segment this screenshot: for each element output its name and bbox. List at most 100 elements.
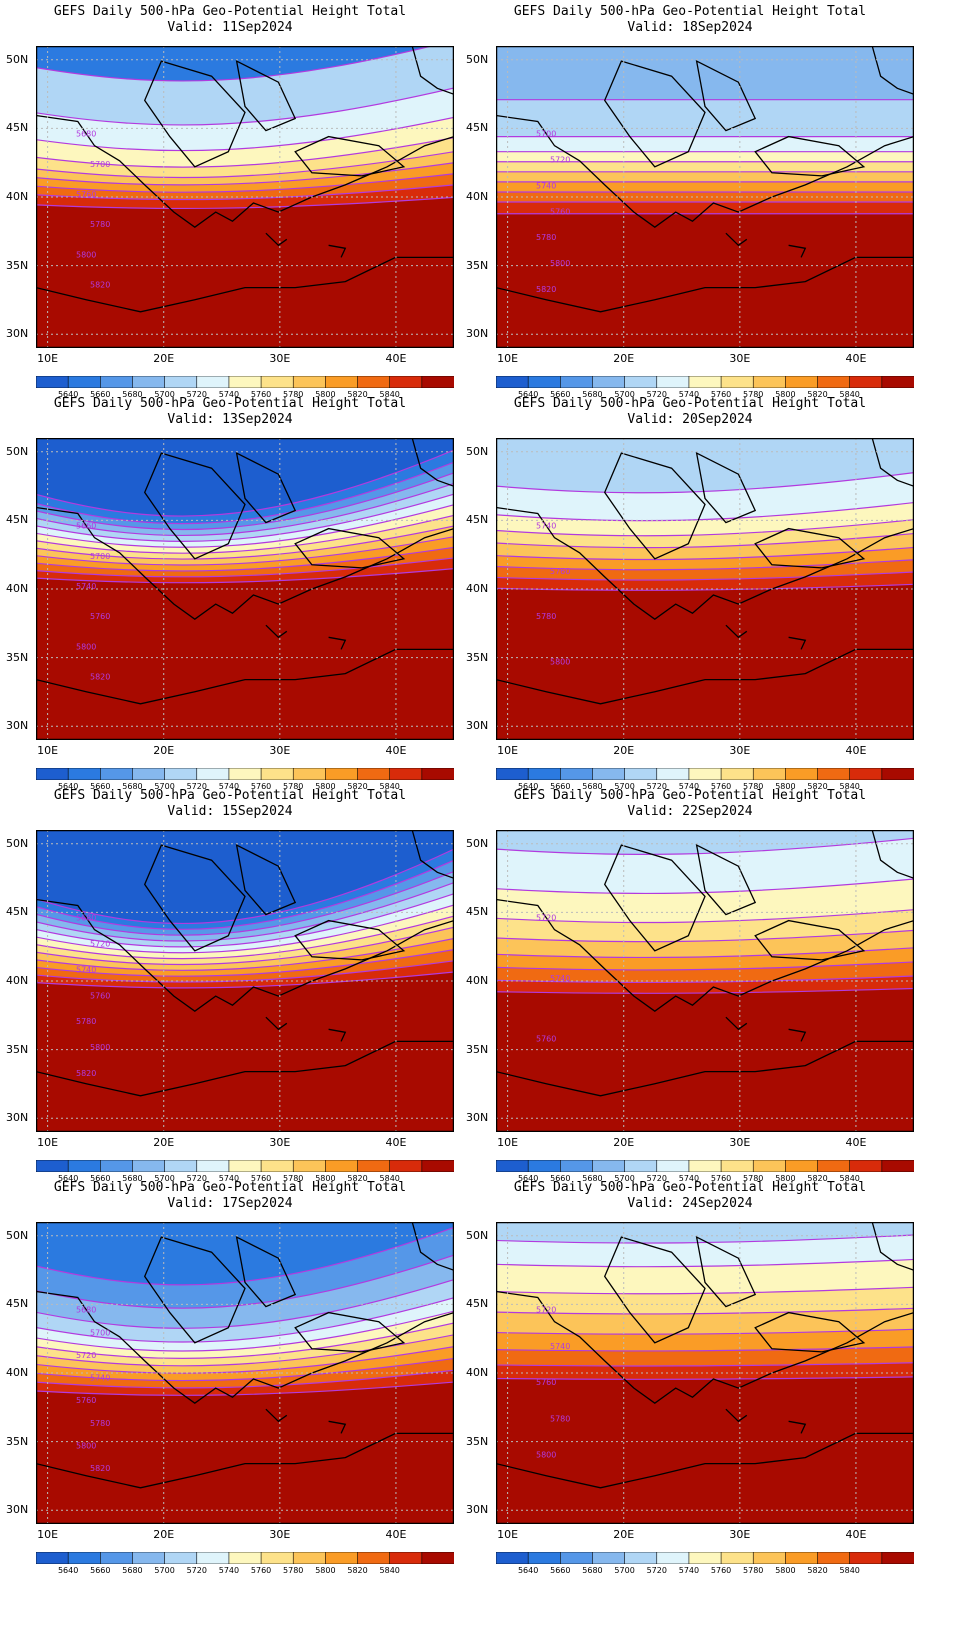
colorbar-swatch <box>752 1160 787 1172</box>
lat-tick-label: 30N <box>6 719 29 733</box>
colorbar-swatch <box>100 1552 134 1564</box>
map-panel: GEFS Daily 500-hPa Geo-Potential Height … <box>0 1176 460 1576</box>
lat-tick-label: 50N <box>6 444 29 458</box>
colorbar-swatch <box>228 1160 262 1172</box>
coastline <box>411 46 454 95</box>
contour-line <box>36 525 454 560</box>
colorbar-swatch <box>496 768 529 780</box>
lat-tick-label: 40N <box>6 1366 29 1379</box>
colorbar-swatch <box>67 1160 102 1172</box>
colorbar-labels: 5640 5660 5680 5700 5720 5740 5760 5780 5800 5820… <box>36 1174 454 1184</box>
coastline <box>871 1222 914 1271</box>
coastline <box>788 244 807 258</box>
coastline <box>36 256 454 313</box>
lon-tick-label: 10E <box>497 352 519 365</box>
contour-label: 5680 <box>76 1306 96 1315</box>
colorbar-swatch <box>785 376 819 388</box>
panel-valid-date: Valid: 17Sep2024 <box>167 1196 293 1211</box>
panel-valid-date: Valid: 24Sep2024 <box>627 1196 753 1211</box>
colorbar-label: 5760 <box>250 1566 272 1575</box>
contour-line <box>36 904 454 954</box>
panel-title: GEFS Daily 500-hPa Geo-Potential Height … <box>53 1180 407 1195</box>
contour-label: 5800 <box>536 1451 556 1460</box>
map-panel: GEFS Daily 500-hPa Geo-Potential Height … <box>0 392 460 792</box>
contour-label: 5700 <box>90 1328 110 1337</box>
contour-label: 5740 <box>76 582 96 591</box>
lon-tick-label: 30E <box>729 1528 751 1541</box>
contour-label: 5740 <box>536 181 556 190</box>
colorbar-swatch <box>292 1552 327 1564</box>
colorbar-label: 5640 <box>517 390 539 399</box>
height-band <box>496 1376 914 1524</box>
coastline <box>871 438 914 487</box>
panel-valid-date: Valid: 11Sep2024 <box>167 20 293 35</box>
lat-tick-label: 40N <box>466 1366 489 1379</box>
colorbar-swatch <box>292 1160 327 1172</box>
lat-tick-label: 40N <box>466 974 489 987</box>
colorbar-swatch <box>688 1552 722 1564</box>
contour-label: 5740 <box>536 522 556 531</box>
colorbar-label: 5740 <box>218 1566 240 1575</box>
colorbar-label: 5840 <box>839 1174 860 1183</box>
colorbar-swatch <box>228 376 262 388</box>
contour-line <box>36 196 454 210</box>
colorbar-swatch <box>100 768 134 780</box>
colorbar-label: 5720 <box>646 390 667 399</box>
contour-line <box>36 493 454 542</box>
colorbar-label: 5660 <box>550 390 571 399</box>
lat-tick-label: 45N <box>466 513 489 527</box>
coastline <box>496 1432 914 1489</box>
colorbar-label: 5720 <box>186 1174 207 1183</box>
map-frame <box>496 830 914 1132</box>
panel-title: GEFS Daily 500-hPa Geo-Potential Height … <box>53 4 407 19</box>
colorbar-labels: 5640 5660 5680 5700 5720 5740 5760 5780 5800 5820… <box>36 782 454 792</box>
colorbar-swatch <box>720 376 755 388</box>
contour-line <box>36 449 454 517</box>
lon-tick-label: 20E <box>153 744 175 757</box>
contour-line <box>496 909 914 924</box>
map-frame <box>36 46 454 348</box>
contour-label: 5780 <box>76 1017 96 1026</box>
colorbar-label: 5700 <box>154 782 175 791</box>
lat-tick-label: 35N <box>466 258 489 272</box>
coastline <box>871 46 914 95</box>
colorbar-swatch <box>325 1552 359 1564</box>
contour-line <box>36 87 454 126</box>
colorbar-label: 5820 <box>347 390 368 399</box>
lon-tick-label: 40E <box>385 1136 407 1149</box>
colorbar-swatch <box>67 1552 102 1564</box>
colorbar-swatch <box>849 1552 883 1564</box>
lon-tick-label: 30E <box>269 744 291 757</box>
colorbar-label: 5680 <box>122 782 143 791</box>
lat-tick-label: 50N <box>466 52 489 66</box>
colorbar-label: 5820 <box>807 1566 828 1575</box>
colorbar-swatch <box>656 768 690 780</box>
contour-label: 5760 <box>76 190 96 199</box>
coastline <box>725 232 748 247</box>
lat-tick-label: 45N <box>6 905 29 919</box>
colorbar-swatch <box>624 768 658 780</box>
colorbar-swatch <box>389 768 423 780</box>
lon-tick-label: 30E <box>269 1528 291 1541</box>
colorbar-swatch <box>560 376 594 388</box>
colorbar-label: 5660 <box>90 1566 111 1575</box>
colorbar-swatch <box>560 768 594 780</box>
map-frame <box>496 1222 914 1524</box>
colorbar-swatch <box>36 1552 69 1564</box>
colorbar-label: 5700 <box>154 1174 175 1183</box>
colorbar-swatch <box>67 376 102 388</box>
coastline <box>265 624 288 639</box>
lon-tick-label: 10E <box>37 1136 59 1149</box>
lat-tick-label: 30N <box>466 1503 489 1517</box>
colorbar-label: 5700 <box>614 782 635 791</box>
coastline <box>143 60 246 168</box>
panel-title: GEFS Daily 500-hPa Geo-Potential Height … <box>513 396 867 411</box>
map-frame <box>496 46 914 348</box>
lon-tick-label: 10E <box>497 1136 519 1149</box>
lat-tick-label: 50N <box>6 52 29 66</box>
colorbar-labels: 5640 5660 5680 5700 5720 5740 5760 5780 5800 5820… <box>36 390 454 400</box>
coastline <box>496 114 914 229</box>
lat-tick-label: 45N <box>466 121 489 135</box>
colorbar-swatch <box>817 1160 851 1172</box>
contour-line <box>36 136 454 168</box>
